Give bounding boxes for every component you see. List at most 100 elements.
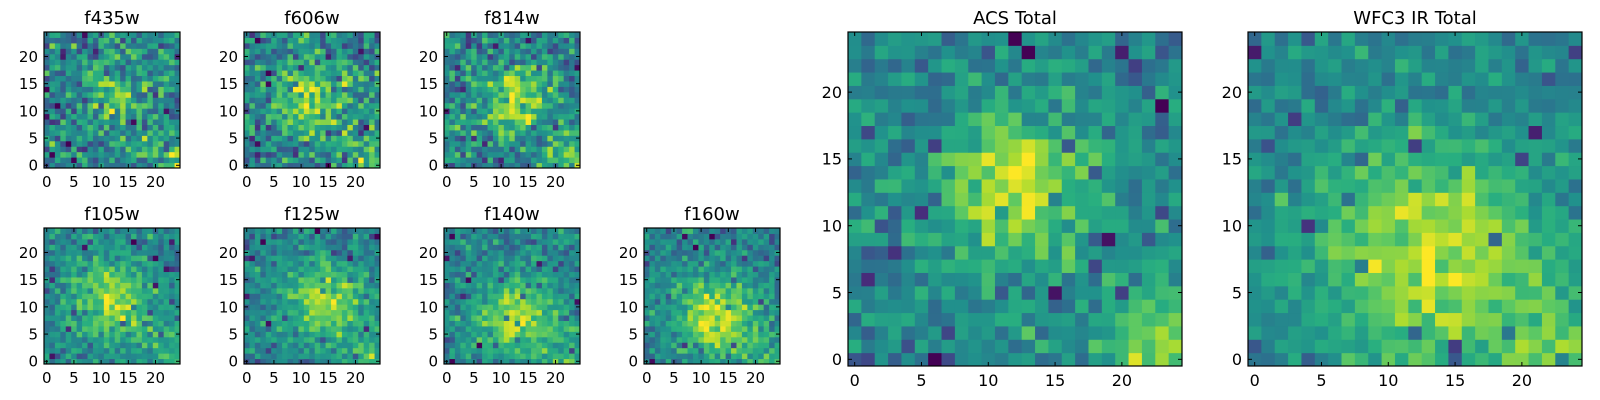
- heatmap-cell: [298, 309, 305, 316]
- heatmap-cell: [341, 140, 348, 147]
- heatmap-cell: [487, 293, 494, 300]
- heatmap-cell: [482, 86, 489, 93]
- heatmap-cell: [44, 124, 50, 131]
- heatmap-cell: [1008, 272, 1023, 287]
- heatmap-cell: [763, 276, 770, 283]
- heatmap-cell: [141, 48, 148, 55]
- heatmap-cell: [347, 53, 354, 60]
- heatmap-cell: [547, 233, 554, 240]
- heatmap-cell: [336, 102, 343, 109]
- heatmap-cell: [752, 336, 759, 343]
- heatmap-cell: [758, 282, 765, 289]
- heatmap-cell: [265, 129, 272, 136]
- heatmap-cell: [152, 325, 159, 332]
- heatmap-cell: [492, 80, 499, 87]
- heatmap-cell: [874, 245, 889, 260]
- heatmap-cell: [460, 342, 467, 349]
- heatmap-cell: [287, 32, 294, 38]
- heatmap-cell: [136, 255, 143, 262]
- heatmap-cell: [287, 309, 294, 316]
- heatmap-cell: [103, 342, 110, 349]
- heatmap-cell: [1061, 165, 1076, 180]
- heatmap-cell: [271, 255, 278, 262]
- heatmap-cell: [152, 59, 159, 66]
- heatmap-cell: [536, 113, 543, 120]
- heatmap-cell: [309, 53, 316, 60]
- heatmap-cell: [109, 282, 116, 289]
- heatmap-cell: [547, 97, 554, 104]
- heatmap-cell: [682, 336, 689, 343]
- heatmap-cell: [476, 287, 483, 294]
- heatmap-cell: [514, 135, 521, 142]
- heatmap-cell: [82, 146, 89, 153]
- heatmap-cell: [292, 342, 299, 349]
- heatmap-cell: [769, 276, 776, 283]
- heatmap-cell: [309, 151, 316, 158]
- heatmap-cell: [347, 75, 354, 82]
- heatmap-cell: [98, 353, 105, 360]
- heatmap-cell: [536, 331, 543, 338]
- heatmap-cell: [114, 113, 121, 120]
- heatmap-cell: [87, 271, 94, 278]
- heatmap-cell: [169, 53, 176, 60]
- heatmap-cell: [92, 97, 99, 104]
- heatmap-cell: [120, 325, 127, 332]
- heatmap-cell: [465, 151, 472, 158]
- heatmap-cell: [569, 320, 576, 327]
- heatmap-cell: [287, 342, 294, 349]
- heatmap-cell: [941, 272, 956, 287]
- heatmap-cell: [87, 353, 94, 360]
- heatmap-cell: [525, 102, 532, 109]
- heatmap-cell: [374, 64, 381, 71]
- heatmap-cell: [287, 42, 294, 49]
- heatmap-cell: [541, 108, 548, 115]
- heatmap-cell: [65, 70, 72, 77]
- heatmap-cell: [736, 293, 743, 300]
- heatmap-cell: [325, 48, 332, 55]
- heatmap-cell: [309, 157, 316, 164]
- heatmap-cell: [358, 108, 365, 115]
- heatmap-cell: [698, 336, 705, 343]
- heatmap-cell: [282, 129, 289, 136]
- heatmap-cell: [471, 244, 478, 251]
- heatmap-cell: [298, 129, 305, 136]
- heatmap-cell: [254, 102, 261, 109]
- heatmap-cell: [363, 129, 370, 136]
- heatmap-cell: [65, 298, 72, 305]
- heatmap-cell: [174, 151, 181, 158]
- heatmap-cell: [54, 86, 61, 93]
- heatmap-cell: [509, 249, 516, 256]
- heatmap-cell: [341, 271, 348, 278]
- heatmap-cell: [158, 140, 165, 147]
- heatmap-cell: [465, 59, 472, 66]
- heatmap-cell: [758, 266, 765, 273]
- heatmap-cell: [449, 255, 456, 262]
- heatmap-cell: [49, 347, 56, 354]
- heatmap-cell: [92, 358, 99, 365]
- heatmap-cell: [531, 86, 537, 93]
- heatmap-cell: [103, 124, 110, 131]
- heatmap-cell: [901, 352, 916, 367]
- heatmap-cell: [158, 102, 165, 109]
- heatmap-cell: [552, 315, 559, 321]
- heatmap-cell: [331, 276, 337, 283]
- heatmap-cell: [676, 331, 683, 338]
- heatmap-cell: [569, 102, 576, 109]
- heatmap-cell: [520, 102, 527, 109]
- heatmap-cell: [260, 228, 267, 234]
- heatmap-cell: [98, 233, 105, 240]
- heatmap-cell: [374, 309, 381, 316]
- heatmap-cell: [282, 353, 289, 360]
- heatmap-cell: [71, 119, 78, 125]
- heatmap-cell: [265, 336, 272, 343]
- heatmap-cell: [374, 140, 381, 147]
- heatmap-cell: [244, 315, 250, 321]
- heatmap-cell: [341, 282, 348, 289]
- heatmap-cell: [703, 255, 710, 262]
- heatmap-cell: [347, 64, 354, 71]
- heatmap-cell: [44, 140, 50, 147]
- heatmap-cell: [352, 135, 359, 142]
- heatmap-cell: [254, 48, 261, 55]
- heatmap-cell: [254, 151, 261, 158]
- heatmap-cell: [498, 315, 505, 321]
